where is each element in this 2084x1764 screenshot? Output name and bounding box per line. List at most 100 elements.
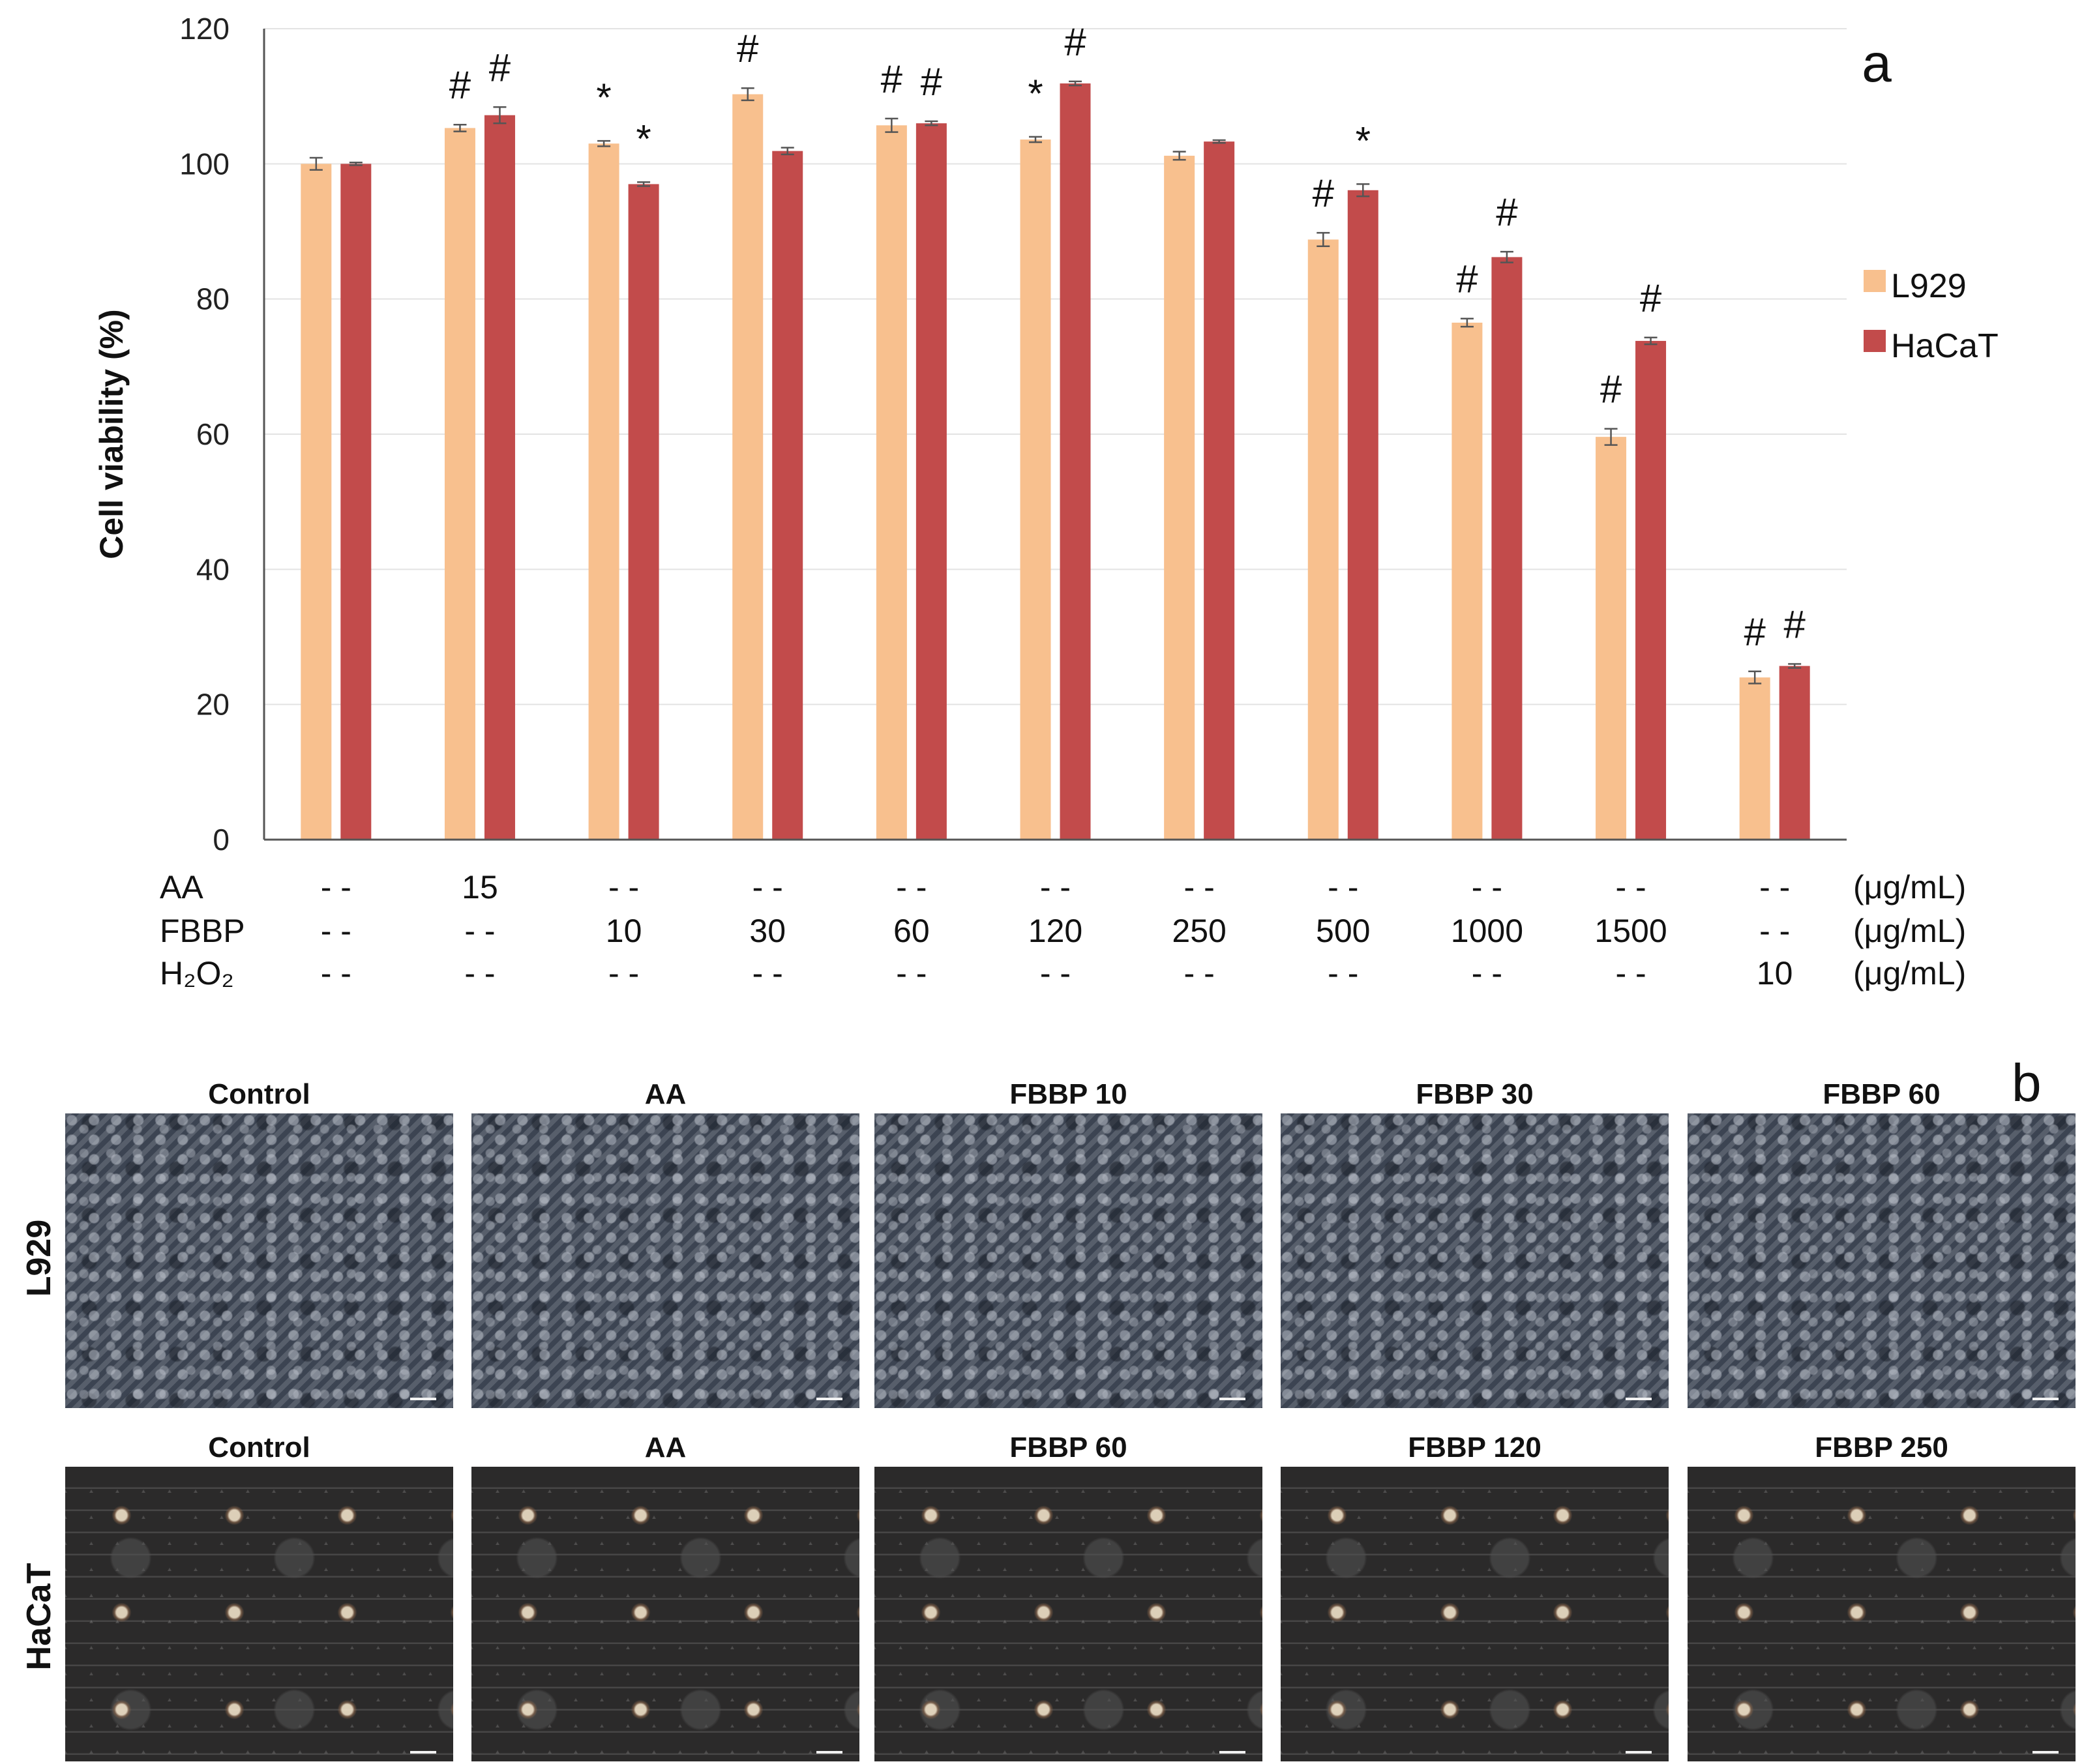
bar-hacat: [1491, 257, 1523, 840]
error-bar: [1500, 250, 1513, 263]
scale-bar: [1219, 1744, 1245, 1754]
y-tick-label: 60: [196, 417, 230, 451]
y-tick-label: 100: [179, 147, 230, 181]
treatment-value: 10: [606, 913, 642, 949]
bar-l929: [1020, 140, 1051, 840]
micrograph-title: FBBP 60: [1009, 1432, 1127, 1463]
error-bar: [781, 147, 794, 156]
treatment-value: - -: [752, 955, 783, 992]
bar-l929: [732, 94, 764, 840]
treatment-value: - -: [608, 869, 639, 905]
significance-mark: *: [1028, 72, 1043, 115]
scale-bar: [816, 1744, 842, 1754]
error-bar: [1172, 151, 1186, 161]
treatment-value: 30: [749, 913, 786, 949]
error-bar: [1460, 317, 1474, 328]
micrograph-title: FBBP 120: [1408, 1432, 1541, 1463]
micrograph-image: [1281, 1113, 1669, 1408]
micrograph-tile: AA: [471, 1429, 859, 1761]
treatment-table: AA FBBP H₂O₂ (μg/mL) (μg/mL) (μg/mL) - -…: [160, 869, 1966, 992]
treatment-value: - -: [752, 869, 783, 905]
treatment-name-h2o2: H₂O₂: [160, 955, 234, 992]
micrograph-tile: AA: [471, 1076, 859, 1408]
treatment-value: - -: [1040, 955, 1071, 992]
scale-bar: [410, 1744, 436, 1754]
scale-bar: [2032, 1744, 2059, 1754]
micrograph-title: Control: [208, 1432, 310, 1463]
bar-hacat: [915, 123, 947, 840]
y-tick-label: 80: [196, 282, 230, 316]
treatment-name-fbbp: FBBP: [160, 913, 245, 949]
micrograph-title: FBBP 10: [1009, 1078, 1127, 1110]
significance-mark: *: [596, 76, 611, 119]
treatment-value: - -: [1759, 913, 1790, 949]
bar-hacat: [1060, 83, 1091, 840]
scale-bar: [2032, 1391, 2059, 1400]
error-bar: [453, 123, 467, 132]
error-bar: [1029, 136, 1042, 143]
bar-l929: [1307, 239, 1339, 840]
treatment-value: 250: [1172, 913, 1226, 949]
legend-swatch-hacat: [1864, 330, 1886, 352]
treatment-name-aa: AA: [160, 869, 203, 905]
error-bars: [309, 80, 1802, 684]
bar-l929: [444, 128, 475, 840]
significance-mark: *: [636, 117, 651, 160]
micrograph-tile: FBBP 10: [874, 1076, 1262, 1408]
y-tick-label: 20: [196, 688, 230, 722]
treatment-value: 1500: [1594, 913, 1667, 949]
significance-mark: #: [1600, 368, 1622, 411]
error-bar: [885, 117, 899, 133]
micrograph-title: FBBP 250: [1815, 1432, 1948, 1463]
treatment-value: 500: [1316, 913, 1370, 949]
bar-hacat: [484, 115, 515, 840]
treatment-value: - -: [896, 955, 927, 992]
scale-bar: [410, 1391, 436, 1400]
significance-mark: #: [1064, 20, 1086, 64]
treatment-value: - -: [1184, 869, 1215, 905]
treatment-value: 15: [462, 869, 498, 905]
bar-hacat: [1204, 141, 1235, 840]
bar-l929: [1739, 677, 1770, 840]
micrograph-image: [1688, 1467, 2076, 1761]
y-tick-label: 0: [213, 823, 230, 857]
error-bar: [1644, 336, 1658, 345]
micrograph-title: FBBP 60: [1823, 1078, 1941, 1110]
micrograph-tile: FBBP 250: [1688, 1429, 2076, 1761]
error-bar: [1604, 428, 1618, 446]
micrograph-image: [874, 1467, 1262, 1761]
micrograph-image: [1688, 1113, 2076, 1408]
significance-mark: #: [1456, 257, 1478, 301]
treatment-value: - -: [608, 955, 639, 992]
micrograph-title: Control: [208, 1078, 310, 1110]
micrograph-image: [874, 1113, 1262, 1408]
significance-mark: #: [1640, 276, 1662, 320]
treatment-value: - -: [1184, 955, 1215, 992]
y-tick-labels: 0 20 40 60 80 100 120: [179, 12, 230, 857]
treatment-value: - -: [321, 913, 351, 949]
bar-l929: [1164, 155, 1195, 840]
y-tick-label: 120: [179, 12, 230, 46]
micrograph-tile: Control: [65, 1076, 453, 1408]
bar-l929: [588, 143, 619, 840]
error-bar: [1212, 139, 1226, 144]
micrograph-tile: FBBP 60: [874, 1429, 1262, 1761]
bar-hacat: [772, 151, 803, 840]
scale-bar: [1626, 1744, 1652, 1754]
treatment-value: 60: [893, 913, 930, 949]
treatment-value: - -: [321, 869, 351, 905]
legend-label-l929: L929: [1891, 267, 1967, 305]
panel-label-b: b: [2012, 1053, 2042, 1113]
significance-mark: #: [449, 63, 471, 107]
bar-hacat: [340, 164, 372, 840]
legend: L929 HaCaT: [1864, 267, 1999, 365]
treatment-value: - -: [896, 869, 927, 905]
scale-bar: [1626, 1391, 1652, 1400]
y-tick-label: 40: [196, 552, 230, 586]
gridlines: [264, 28, 1847, 705]
error-bar: [349, 162, 363, 166]
micrograph-title: AA: [644, 1078, 687, 1110]
error-bar: [1748, 670, 1762, 684]
bar-l929: [301, 164, 332, 840]
bar-l929: [1451, 322, 1483, 840]
